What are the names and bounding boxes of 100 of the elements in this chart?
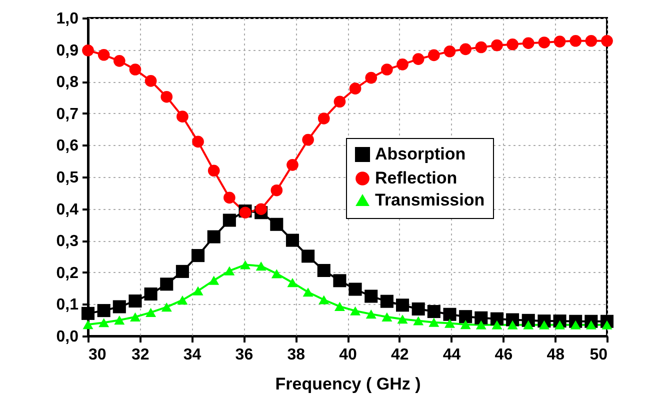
point: [222, 214, 236, 227]
point: [397, 314, 408, 324]
point: [208, 276, 220, 285]
point: [523, 320, 534, 330]
y-tick-label: 0,5: [56, 170, 79, 186]
point: [554, 36, 566, 48]
point: [146, 308, 156, 318]
point: [490, 312, 504, 326]
point: [129, 64, 142, 76]
point: [428, 318, 440, 327]
point: [192, 136, 204, 148]
point: [444, 318, 455, 328]
point: [506, 38, 518, 50]
legend-label: Reflection: [375, 168, 458, 188]
y-tick-label: 0,6: [56, 138, 79, 155]
point: [570, 34, 582, 47]
point: [97, 304, 110, 318]
point: [318, 295, 330, 304]
legend-label: Absorption: [375, 144, 466, 164]
point: [161, 302, 172, 312]
point: [333, 274, 346, 288]
x-tick-label: 32: [132, 346, 150, 364]
point: [271, 269, 282, 278]
point: [287, 278, 298, 288]
x-tick-label: 42: [391, 346, 409, 364]
point: [317, 264, 330, 278]
point: [554, 320, 566, 330]
point: [364, 290, 378, 303]
point: [207, 230, 220, 244]
point: [98, 318, 110, 328]
point: [334, 96, 346, 108]
point: [208, 164, 220, 177]
point: [286, 159, 298, 171]
point: [427, 304, 440, 318]
point: [192, 286, 204, 296]
point: [144, 75, 157, 87]
point: [538, 36, 550, 48]
point: [113, 55, 126, 67]
point: [586, 320, 596, 330]
point: [270, 184, 283, 196]
point: [570, 320, 581, 330]
y-tick-label: 0,4: [56, 201, 79, 218]
x-tick-label: 40: [339, 346, 357, 364]
point: [350, 306, 361, 316]
y-tick-label: 0,1: [56, 296, 79, 314]
x-tick-label: 30: [88, 346, 106, 364]
point: [192, 249, 205, 262]
point: [460, 43, 472, 56]
point: [224, 266, 235, 276]
point: [382, 312, 392, 322]
point: [428, 49, 440, 62]
point: [412, 302, 425, 316]
point: [318, 112, 330, 124]
point: [112, 300, 126, 314]
point: [459, 310, 472, 324]
point: [348, 282, 362, 296]
point: [412, 53, 424, 65]
point: [176, 264, 189, 278]
legend-label: Transmission: [375, 190, 485, 210]
y-tick-label: 1,0: [56, 10, 79, 28]
point: [286, 234, 300, 247]
point: [302, 288, 314, 297]
point: [602, 320, 612, 330]
point: [366, 310, 376, 319]
y-tick-label: 0,2: [56, 264, 79, 282]
x-tick-label: 36: [235, 346, 254, 364]
point: [240, 260, 250, 270]
point: [224, 192, 236, 204]
y-tick-label: 0,0: [56, 328, 79, 346]
point: [491, 39, 503, 52]
x-axis-title: Frequency ( GHz ): [275, 374, 421, 394]
point: [396, 58, 408, 70]
y-tick-label: 0,3: [56, 233, 79, 250]
x-tick-label: 50: [590, 346, 608, 364]
point: [522, 37, 534, 50]
point: [256, 262, 266, 271]
point: [585, 34, 598, 47]
point: [160, 278, 174, 291]
point: [396, 298, 410, 312]
point: [443, 308, 456, 321]
x-tick-label: 46: [494, 346, 513, 364]
point: [177, 296, 188, 305]
point: [601, 34, 613, 47]
point: [476, 320, 486, 330]
point: [176, 110, 188, 122]
point: [270, 218, 284, 231]
point: [255, 203, 268, 216]
point: [302, 134, 314, 146]
point: [144, 288, 158, 301]
point: [413, 316, 424, 326]
point: [98, 48, 110, 61]
point: [82, 320, 94, 330]
x-tick-label: 34: [183, 346, 202, 364]
point: [365, 72, 378, 84]
point: [302, 250, 315, 263]
point: [81, 306, 95, 320]
x-tick-label: 44: [442, 346, 461, 364]
point: [130, 312, 140, 322]
point: [381, 64, 393, 76]
point: [475, 41, 488, 54]
